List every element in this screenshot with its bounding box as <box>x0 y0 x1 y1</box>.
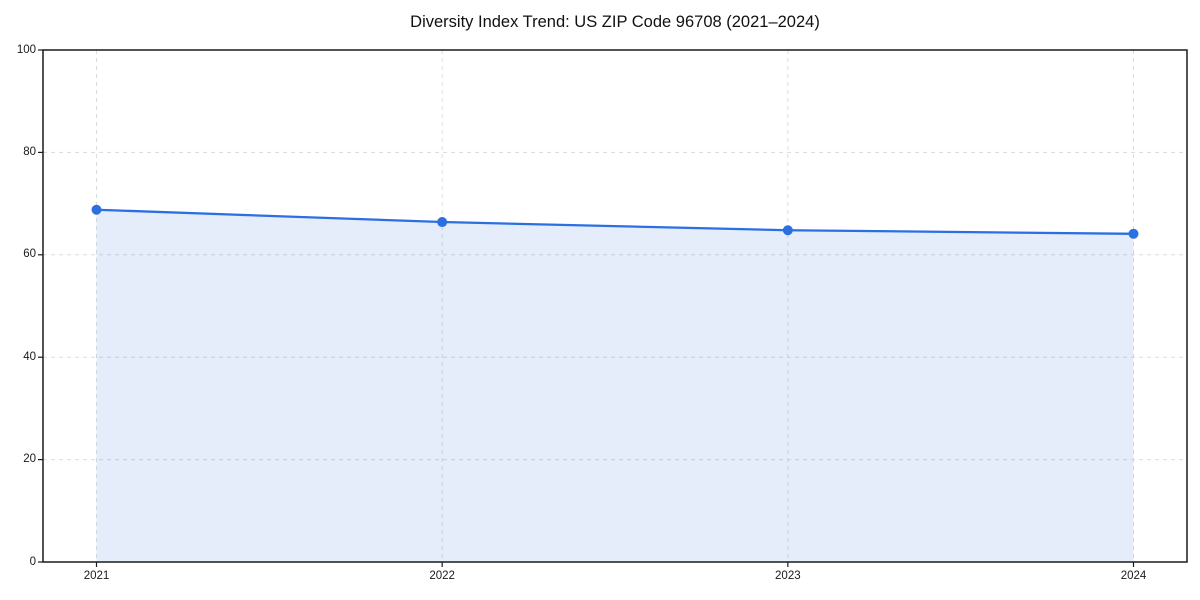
data-point-marker <box>782 225 793 236</box>
trend-line <box>95 208 1135 235</box>
x-tick-label: 2023 <box>775 570 801 582</box>
x-tick-label: 2022 <box>429 570 455 582</box>
y-tick-label: 0 <box>29 555 36 568</box>
chart-title: Diversity Index Trend: US ZIP Code 96708… <box>410 13 820 31</box>
x-tick-label: 2024 <box>1120 570 1147 582</box>
data-point-marker <box>91 204 102 215</box>
data-point-marker <box>437 217 448 228</box>
data-point-marker <box>1128 228 1139 239</box>
plot-border <box>42 49 1188 563</box>
y-tick-label: 60 <box>23 248 36 261</box>
x-tick-label: 2021 <box>83 570 110 582</box>
y-tick-label: 80 <box>23 145 36 158</box>
y-tick-label: 20 <box>23 453 36 466</box>
y-tick-label: 40 <box>23 350 36 363</box>
area-fill <box>96 209 1134 562</box>
y-tick-label: 100 <box>16 43 36 56</box>
